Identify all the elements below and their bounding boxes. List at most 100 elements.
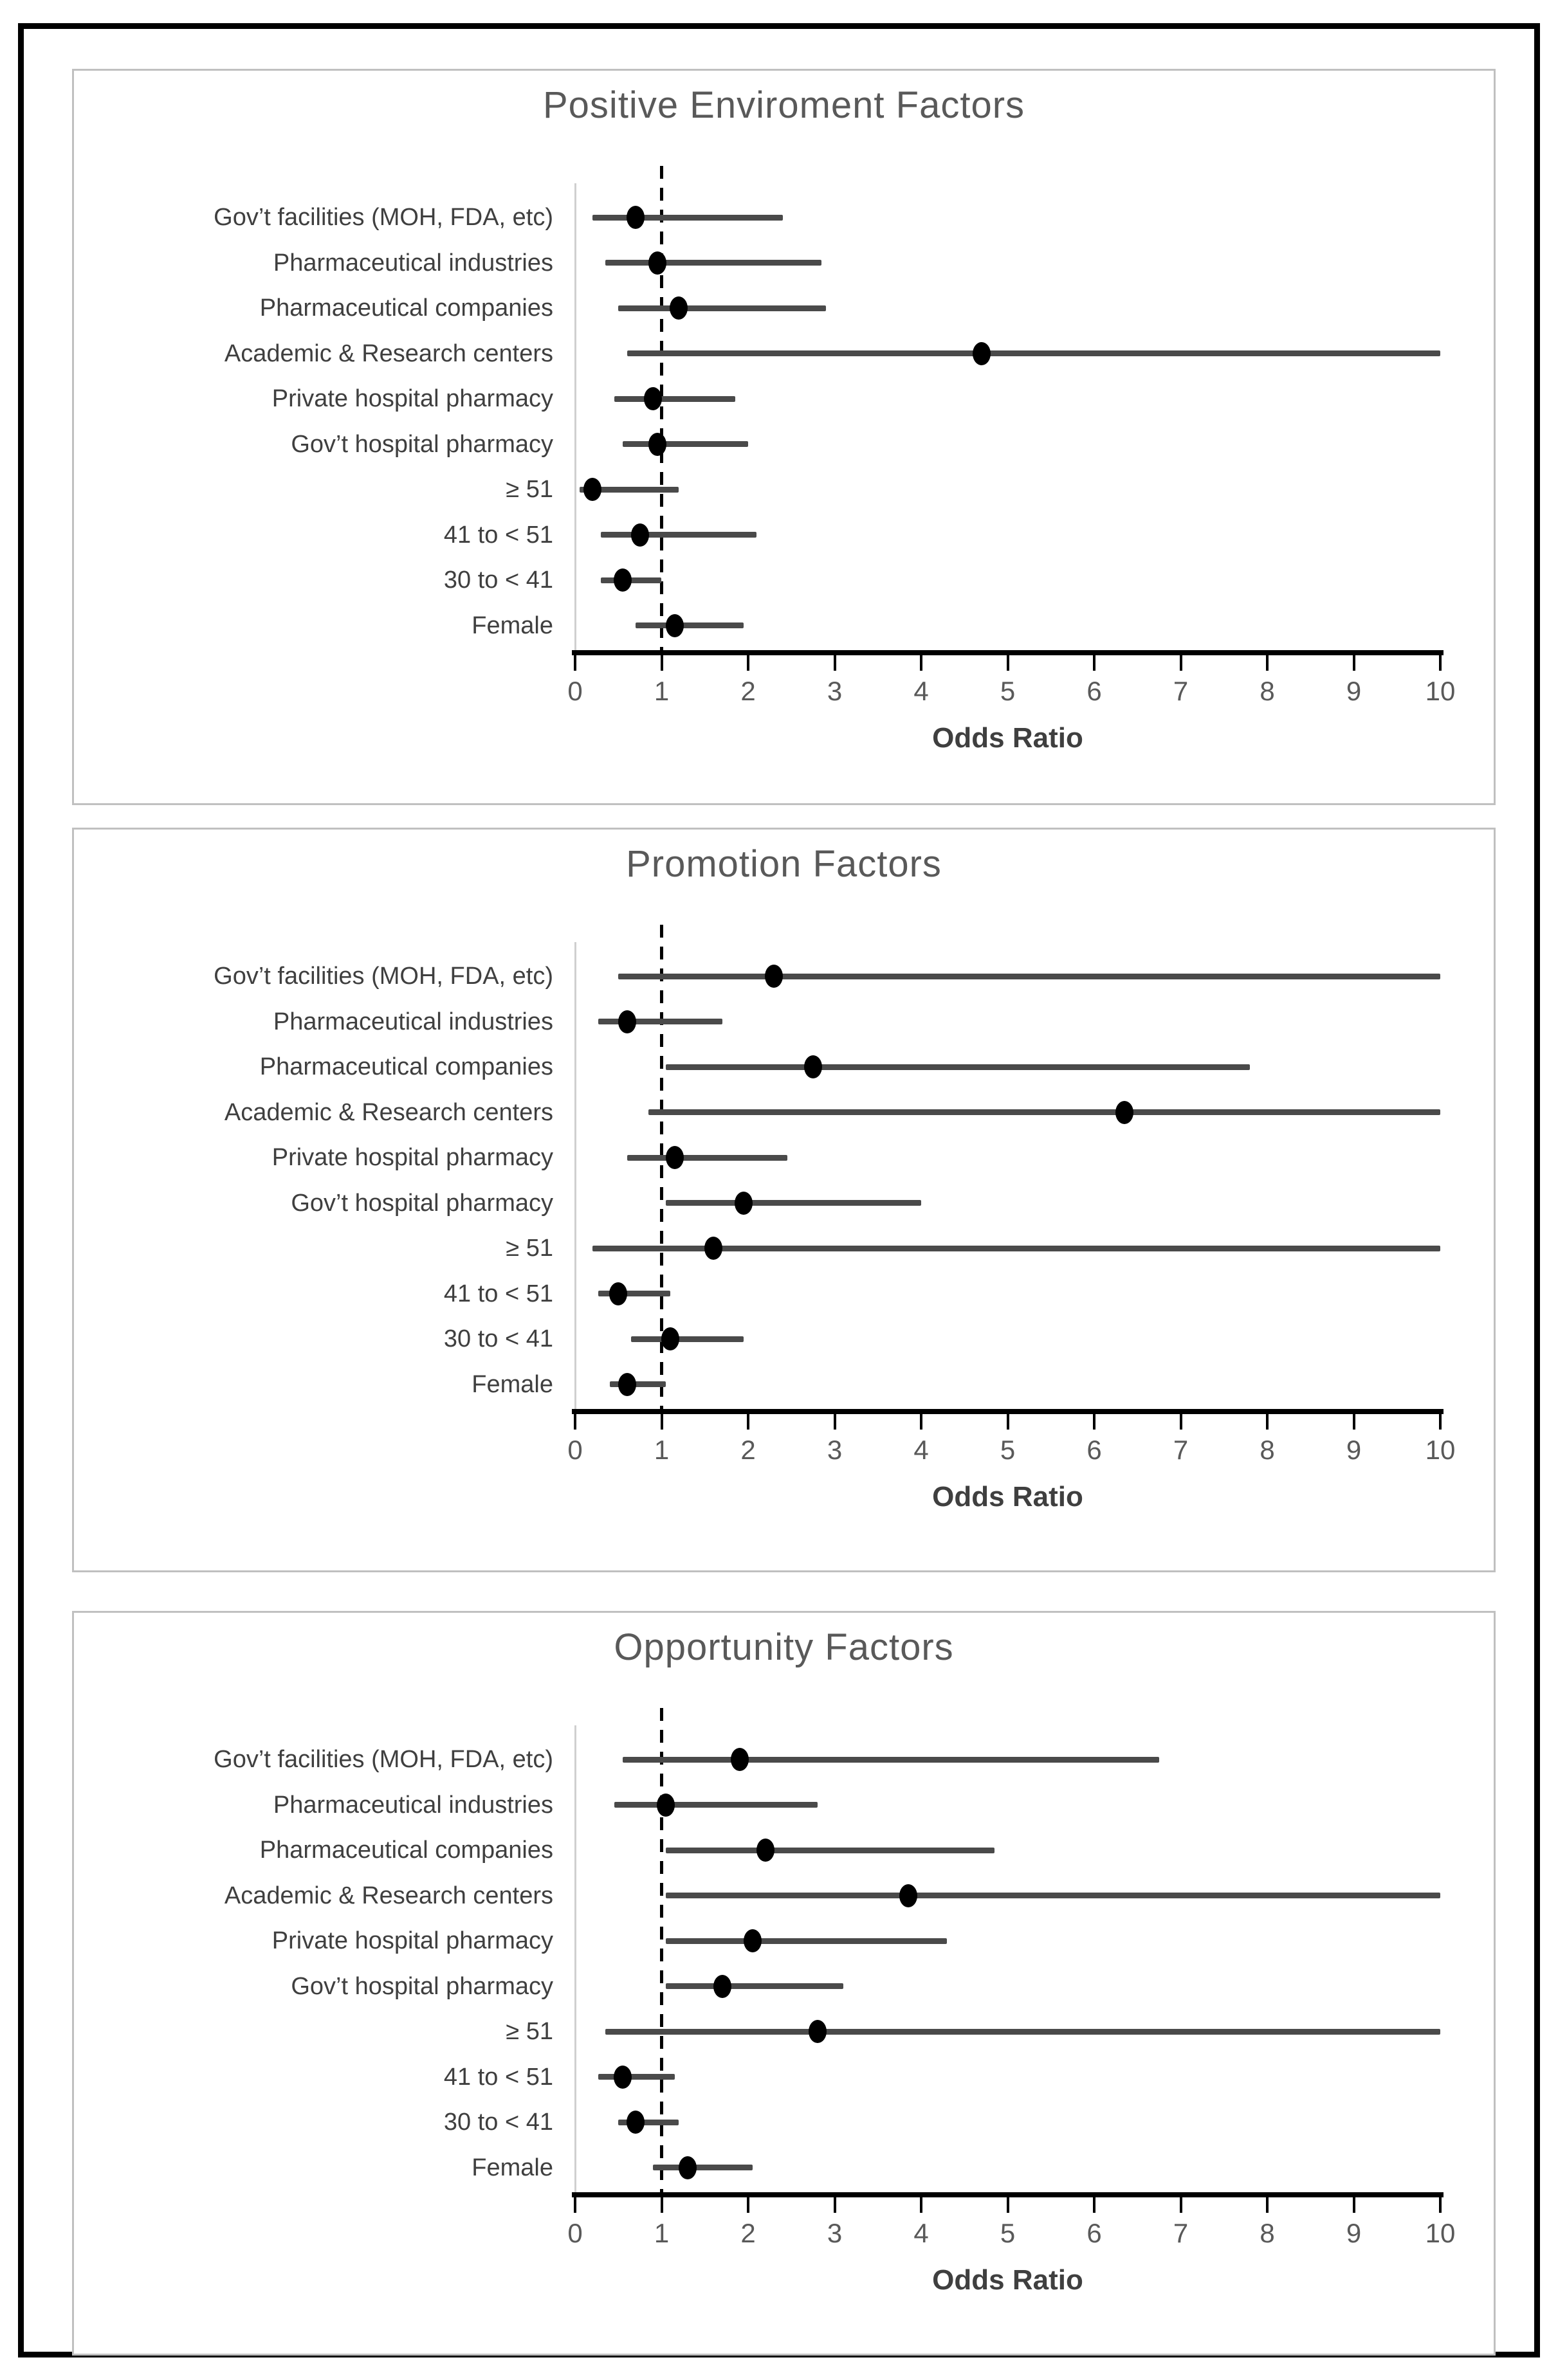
x-axis-tick bbox=[833, 2195, 836, 2213]
or-dot bbox=[613, 568, 632, 592]
category-label: Pharmaceutical companies bbox=[259, 1053, 553, 1080]
x-tick-label: 1 bbox=[654, 2218, 670, 2248]
chart-title: Positive Enviroment Factors bbox=[542, 84, 1025, 126]
x-tick-label: 4 bbox=[913, 676, 929, 706]
or-dot bbox=[1115, 1100, 1134, 1124]
x-axis-tick bbox=[574, 2195, 576, 2213]
category-label: Gov’t facilities (MOH, FDA, etc) bbox=[214, 204, 553, 231]
x-tick-label: 3 bbox=[827, 2218, 843, 2248]
or-dot bbox=[803, 1055, 822, 1078]
category-label: Pharmaceutical industries bbox=[273, 1791, 553, 1819]
x-tick-label: 0 bbox=[567, 1435, 583, 1465]
category-label: 41 to < 51 bbox=[443, 521, 553, 549]
chart-title: Promotion Factors bbox=[626, 843, 942, 885]
x-tick-label: 10 bbox=[1425, 2218, 1456, 2248]
x-tick-label: 5 bbox=[1000, 676, 1016, 706]
forest-plot-canvas: Gov’t facilities (MOH, FDA, etc) Pharmace… bbox=[74, 830, 1494, 1570]
x-axis-tick bbox=[1439, 2195, 1442, 2213]
forest-plot-canvas: Gov’t facilities (MOH, FDA, etc) Pharmace… bbox=[74, 71, 1494, 803]
ci-bar bbox=[627, 1154, 787, 1161]
panel-positive-enviroment-factors: Positive Enviroment Factors Gov’t facili… bbox=[72, 69, 1496, 805]
or-dot bbox=[735, 1191, 753, 1215]
x-tick-label: 8 bbox=[1260, 1435, 1275, 1465]
x-tick-label: 8 bbox=[1260, 676, 1275, 706]
x-tick-label: 2 bbox=[740, 1435, 756, 1465]
x-axis-tick bbox=[833, 653, 836, 671]
x-axis-tick bbox=[1352, 653, 1355, 671]
x-axis-tick bbox=[1006, 653, 1009, 671]
or-dot bbox=[609, 1282, 628, 1305]
or-dot bbox=[630, 523, 649, 547]
or-dot bbox=[648, 251, 666, 275]
category-label: Private hospital pharmacy bbox=[271, 385, 553, 412]
category-label: 30 to < 41 bbox=[443, 567, 553, 594]
category-label: Pharmaceutical industries bbox=[273, 1008, 553, 1035]
x-axis-tick bbox=[660, 1412, 663, 1430]
x-axis-tick bbox=[920, 653, 922, 671]
or-dot bbox=[756, 1839, 774, 1862]
ci-bar bbox=[592, 1245, 1440, 1251]
x-axis-tick bbox=[1439, 653, 1442, 671]
ci-bar bbox=[601, 532, 757, 538]
x-axis-tick bbox=[1093, 653, 1095, 671]
x-tick-label: 0 bbox=[567, 676, 583, 706]
category-label: Female bbox=[472, 2154, 553, 2181]
category-label: 30 to < 41 bbox=[443, 2109, 553, 2136]
zero-axis-line bbox=[574, 183, 576, 653]
ci-bar bbox=[614, 395, 735, 402]
ci-bar bbox=[666, 1893, 1440, 1898]
category-label: 41 to < 51 bbox=[443, 1280, 553, 1307]
x-axis-tick bbox=[920, 1412, 922, 1430]
panel-promotion-factors: Promotion Factors Gov’t facilities (MOH,… bbox=[72, 828, 1496, 1572]
ci-bar bbox=[605, 2028, 1440, 2035]
chart-title: Opportunity Factors bbox=[614, 1626, 954, 1668]
ci-bar bbox=[653, 2165, 753, 2170]
or-dot bbox=[678, 2156, 697, 2179]
x-tick-label: 4 bbox=[913, 2218, 929, 2248]
category-label: Gov’t hospital pharmacy bbox=[291, 1972, 553, 2000]
ci-bar bbox=[598, 1291, 670, 1296]
or-dot bbox=[665, 1146, 684, 1169]
ci-bar bbox=[666, 1847, 995, 1853]
ci-bar bbox=[579, 486, 679, 493]
x-axis-tick bbox=[1352, 1412, 1355, 1430]
category-label: Pharmaceutical companies bbox=[259, 295, 553, 322]
ci-bar bbox=[666, 1983, 843, 1989]
x-axis-tick bbox=[1439, 1412, 1442, 1430]
zero-axis-line bbox=[574, 942, 576, 1412]
category-label: Academic & Research centers bbox=[224, 1098, 553, 1126]
category-label: Gov’t facilities (MOH, FDA, etc) bbox=[214, 963, 553, 990]
x-tick-label: 5 bbox=[1000, 2218, 1016, 2248]
panel-opportunity-factors: Opportunity Factors Gov’t facilities (MO… bbox=[72, 1611, 1496, 2356]
x-tick-label: 3 bbox=[827, 676, 843, 706]
category-label: Academic & Research centers bbox=[224, 340, 553, 367]
x-axis-tick bbox=[833, 1412, 836, 1430]
x-axis-title: Odds Ratio bbox=[932, 2264, 1083, 2296]
category-label: Pharmaceutical companies bbox=[259, 1837, 553, 1864]
x-tick-label: 9 bbox=[1346, 2218, 1362, 2248]
x-axis-tick bbox=[1352, 2195, 1355, 2213]
reference-line-or-1 bbox=[660, 1708, 663, 2195]
ci-bar bbox=[622, 441, 748, 447]
or-dot bbox=[661, 1327, 679, 1350]
x-tick-label: 3 bbox=[827, 1435, 843, 1465]
category-label: ≥ 51 bbox=[506, 476, 553, 503]
x-tick-label: 1 bbox=[654, 1435, 670, 1465]
x-tick-label: 6 bbox=[1086, 1435, 1102, 1465]
x-axis-tick bbox=[1266, 2195, 1269, 2213]
ci-bar bbox=[598, 1019, 722, 1024]
category-label: Pharmaceutical industries bbox=[273, 249, 553, 277]
or-dot bbox=[670, 296, 688, 320]
x-axis-tick bbox=[1179, 653, 1182, 671]
or-dot bbox=[743, 1929, 762, 1952]
x-tick-label: 10 bbox=[1425, 1435, 1456, 1465]
or-dot bbox=[583, 478, 601, 501]
or-dot bbox=[899, 1884, 917, 1907]
or-dot bbox=[657, 1793, 675, 1817]
x-tick-label: 7 bbox=[1173, 676, 1189, 706]
or-dot bbox=[618, 1372, 636, 1396]
ci-bar bbox=[618, 2119, 679, 2125]
or-dot bbox=[704, 1237, 723, 1260]
ci-bar bbox=[636, 622, 744, 628]
x-axis-tick bbox=[574, 653, 576, 671]
